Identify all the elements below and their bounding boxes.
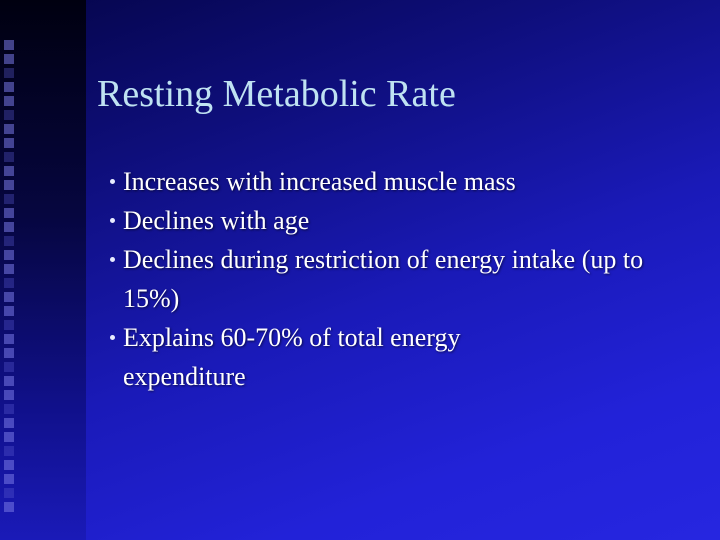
bullet-text: Declines during restriction of energy in… [123, 245, 644, 313]
decorative-square [4, 40, 14, 50]
bullet-item: Increases with increased muscle mass [100, 162, 700, 201]
slide-title: Resting Metabolic Rate [97, 73, 456, 115]
bullet-item: Declines during restriction of energy in… [100, 240, 683, 318]
decorative-square [4, 208, 14, 218]
decorative-square [4, 292, 14, 302]
decorative-square [4, 418, 14, 428]
decorative-square [4, 82, 14, 92]
bullet-dot-icon [110, 218, 115, 223]
decorative-square [4, 502, 14, 512]
decorative-square [4, 250, 14, 260]
decorative-square [4, 264, 14, 274]
decorative-square [4, 404, 14, 414]
bullet-item: Explains 60-70% of total energy expendit… [100, 318, 553, 396]
decorative-square [4, 138, 14, 148]
decorative-square [4, 278, 14, 288]
decorative-square [4, 446, 14, 456]
decorative-square [4, 194, 14, 204]
decorative-square [4, 54, 14, 64]
decorative-square [4, 306, 14, 316]
bullet-item: Declines with age [100, 201, 700, 240]
decorative-square [4, 236, 14, 246]
decorative-square [4, 110, 14, 120]
decorative-square [4, 124, 14, 134]
decorative-square [4, 96, 14, 106]
decorative-square [4, 376, 14, 386]
decorative-square [4, 362, 14, 372]
bullet-list: Increases with increased muscle mass Dec… [100, 162, 700, 396]
decorative-square [4, 432, 14, 442]
decorative-square [4, 390, 14, 400]
decorative-square [4, 334, 14, 344]
decorative-square [4, 222, 14, 232]
decorative-square [4, 460, 14, 470]
decorative-square [4, 320, 14, 330]
decorative-square [4, 180, 14, 190]
bullet-text: Declines with age [123, 206, 310, 235]
bullet-text: Explains 60-70% of total energy expendit… [123, 323, 461, 391]
decorative-square [4, 166, 14, 176]
decorative-square-column [4, 40, 18, 530]
decorative-square [4, 488, 14, 498]
decorative-square [4, 474, 14, 484]
decorative-square [4, 68, 14, 78]
left-decorative-band [0, 0, 86, 540]
bullet-text: Increases with increased muscle mass [123, 167, 516, 196]
bullet-dot-icon [110, 257, 115, 262]
decorative-square [4, 152, 14, 162]
decorative-square [4, 348, 14, 358]
bullet-dot-icon [110, 335, 115, 340]
bullet-dot-icon [110, 179, 115, 184]
